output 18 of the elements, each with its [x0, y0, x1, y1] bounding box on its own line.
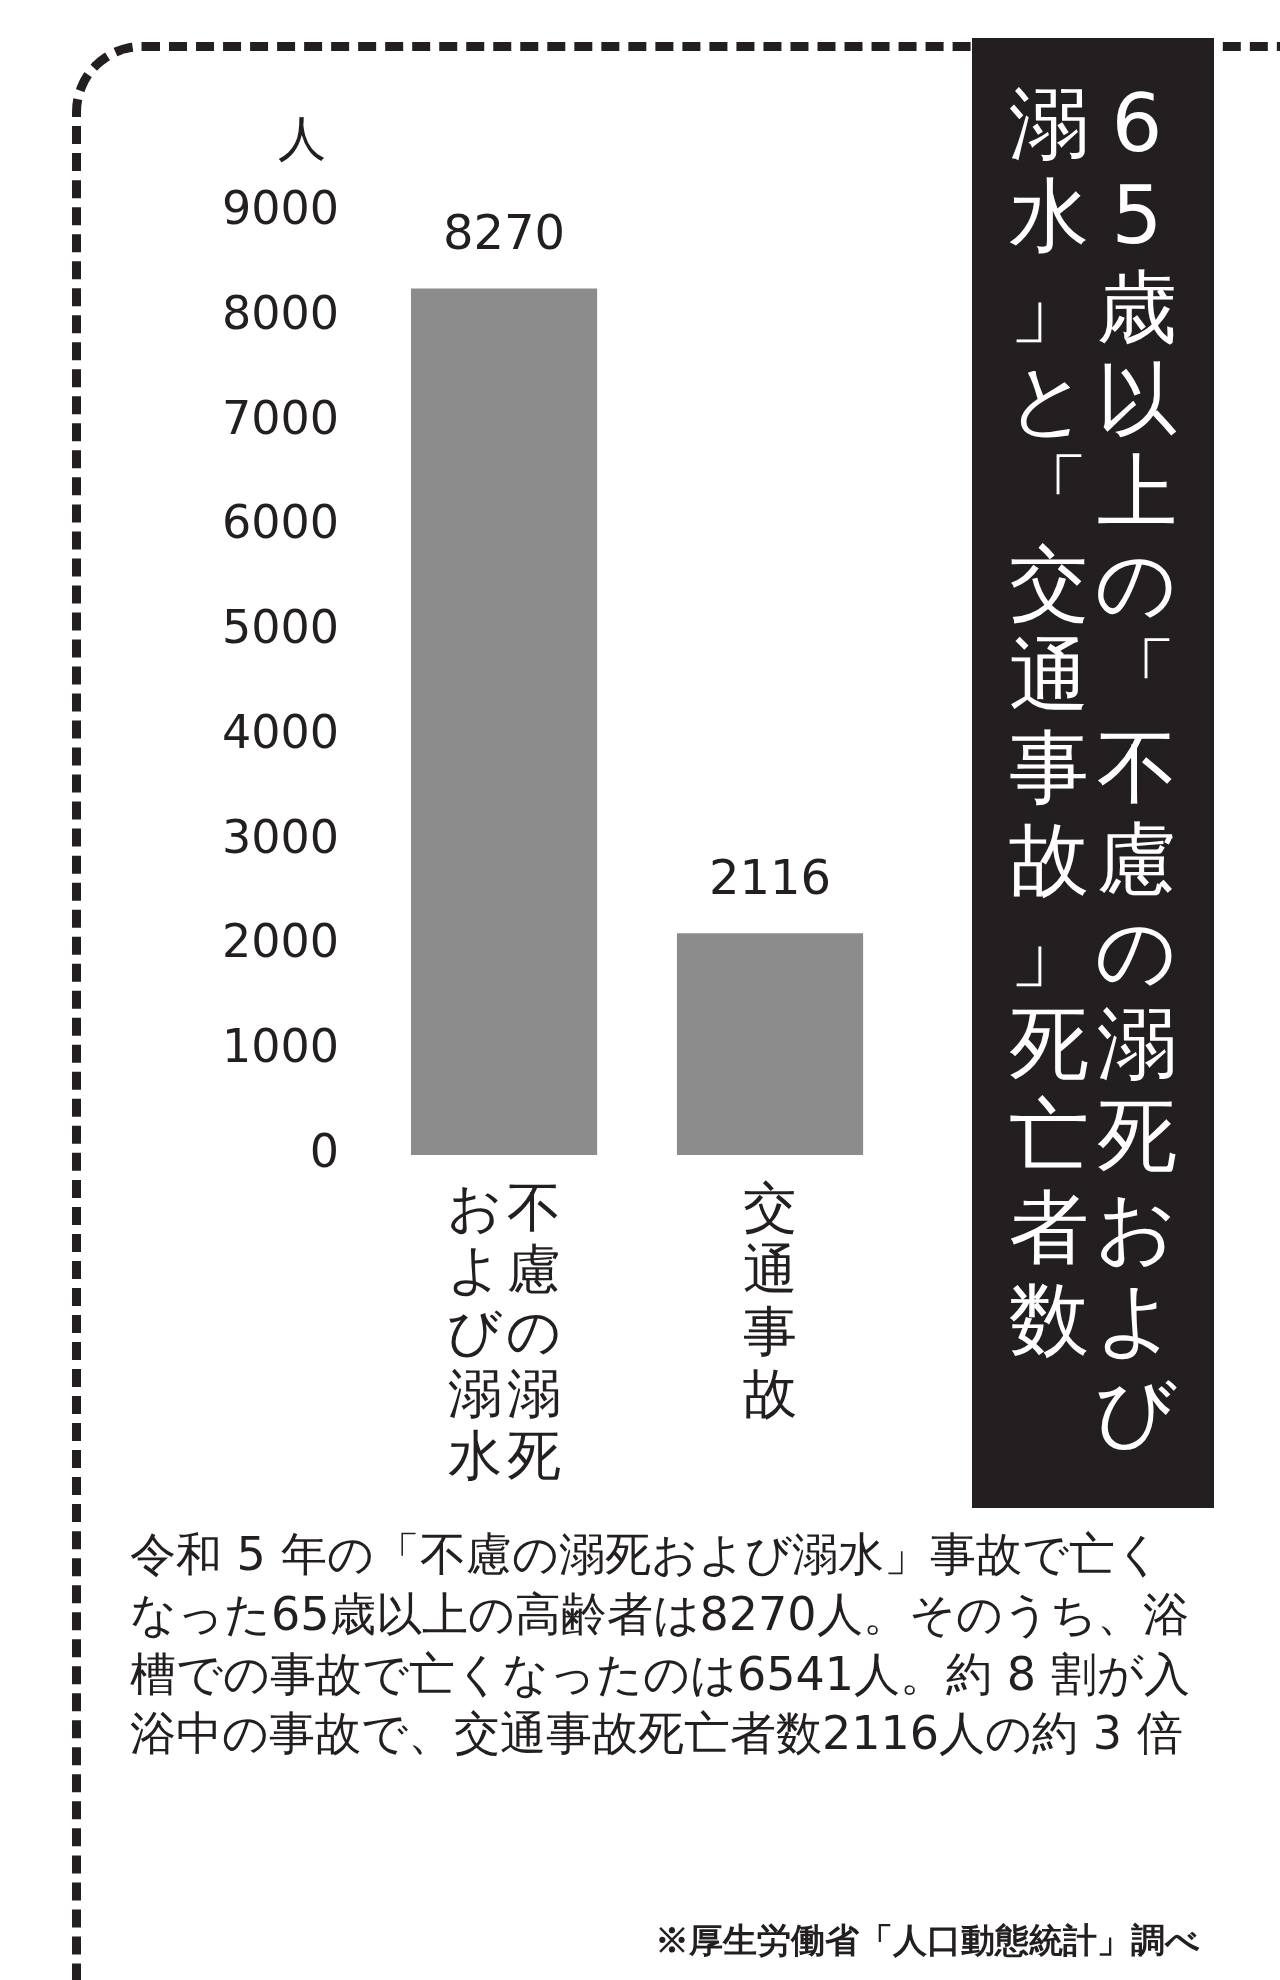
- category-label: 不慮の溺死および溺水: [446, 1176, 561, 1488]
- y-tick-label: 8000: [221, 285, 340, 340]
- y-tick-label: 6000: [221, 495, 340, 550]
- text: 令和 5 年の「不慮の溺死および溺水」事故で亡くなった65歳以上の高齢者は8270人。そのうち、浴槽での事故で亡くなったのは6541人。約 8 割が入浴中の事故で、交通事故死亡者数2116人の約 3 倍: [130, 1526, 1190, 1763]
- y-axis-title: 人: [278, 110, 327, 167]
- y-tick-label: 9000: [221, 180, 340, 235]
- data-label: 8270: [442, 203, 566, 260]
- y-tick-label: 7000: [221, 390, 340, 445]
- text: ※厚生労働省「人口動態統計」調べ: [655, 1919, 1200, 1962]
- y-tick-label: 2000: [221, 914, 340, 969]
- y-tick-label: 1000: [221, 1019, 340, 1074]
- x-tick-label: 交通事故: [743, 1176, 798, 1428]
- data-label: 2116: [708, 848, 832, 905]
- y-tick-label: 4000: [221, 704, 340, 759]
- y-tick-label: 0: [309, 1123, 340, 1178]
- chart-title: 65歳以上の「不慮の溺死および溺水」と「交通事故」死亡者数: [1007, 77, 1177, 1458]
- y-tick-label: 5000: [221, 600, 340, 655]
- y-tick-label: 3000: [221, 809, 340, 864]
